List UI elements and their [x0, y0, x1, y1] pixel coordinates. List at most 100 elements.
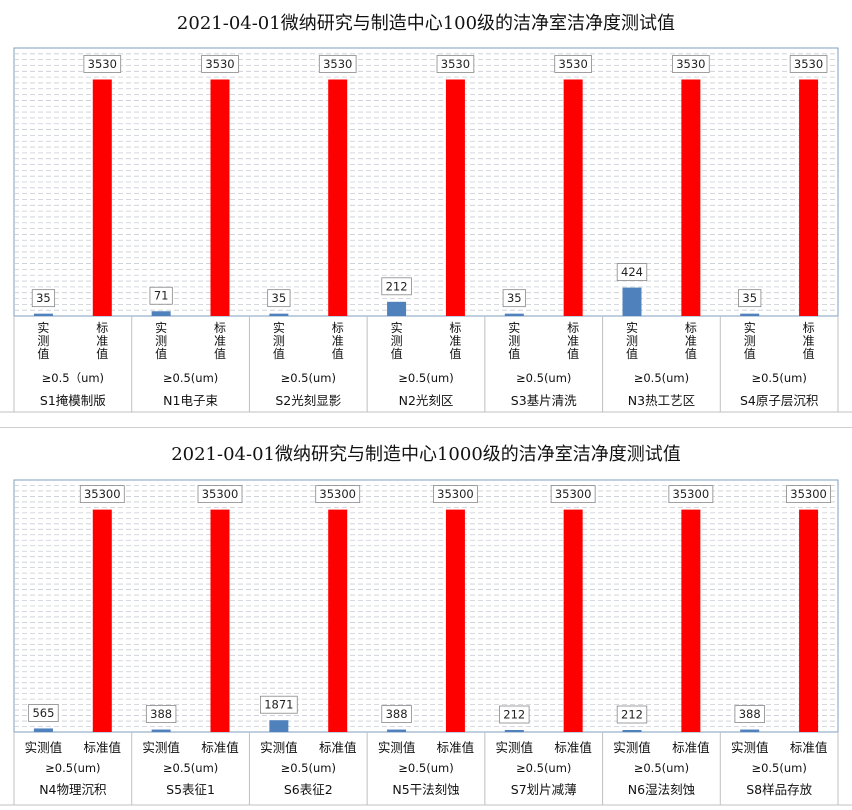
category-label: S6表征2 [284, 782, 333, 797]
data-label-box [197, 485, 243, 504]
data-label: 35 [272, 291, 287, 305]
series-label-char: 标 [214, 321, 226, 335]
series-label: 实测值 [496, 740, 534, 755]
bar-measured [151, 311, 171, 316]
bar-measured [269, 313, 289, 316]
bar-measured [504, 313, 524, 316]
bar-standard [445, 79, 465, 317]
bar-measured [387, 301, 407, 316]
series-label: 实测值 [142, 740, 180, 755]
data-label-box [149, 286, 173, 305]
category-label: S3基片清洗 [511, 393, 577, 408]
data-label-box [201, 55, 239, 73]
data-label-box [28, 704, 59, 722]
series-label-char: 实 [273, 320, 285, 335]
data-label: 424 [621, 265, 643, 279]
data-label-box [381, 705, 412, 723]
data-label: 35300 [202, 487, 239, 501]
data-label-box [499, 705, 530, 724]
category-label: N6湿法刻蚀 [628, 782, 695, 797]
bar-measured [740, 729, 760, 732]
series-label-char: 值 [155, 346, 167, 361]
chart-title-1000: 2021-04-01微纳研究与制造中心1000级的洁净室洁净度测试值 [171, 444, 681, 465]
data-label-box [616, 705, 648, 724]
series-label: 实测值 [378, 740, 416, 755]
series-label: 实测值 [260, 740, 298, 755]
category-label: S4原子层沉积 [740, 393, 818, 408]
data-label-box [381, 277, 412, 296]
data-label: 71 [154, 289, 169, 303]
series-label-char: 准 [332, 334, 344, 348]
series-label-char: 值 [273, 346, 285, 361]
series-label: 实测值 [613, 740, 651, 755]
size-label: ≥0.5(um) [163, 761, 218, 775]
series-label-char: 测 [391, 334, 403, 348]
category-label: N5干法刻蚀 [392, 782, 459, 797]
bar-standard [92, 509, 112, 732]
size-label: ≥0.5(um) [398, 761, 453, 775]
series-label-char: 标 [332, 321, 344, 335]
chart-1000-svg: 565 实测值 35300 标准值 ≥0.5(um) N4物理沉积 388 实测值 35300 标… [0, 479, 852, 806]
data-label-box [616, 263, 648, 281]
data-label-box [786, 485, 831, 504]
series-label: 标准值 [437, 740, 475, 755]
data-label: 1871 [264, 698, 293, 712]
bar-measured [504, 730, 524, 732]
data-label: 212 [621, 708, 643, 722]
data-label: 3530 [559, 57, 588, 71]
data-label-box [31, 289, 56, 308]
series-label: 标准值 [201, 740, 239, 755]
data-label-box [79, 485, 125, 504]
series-label-char: 值 [567, 346, 579, 361]
data-label: 388 [739, 707, 761, 721]
size-label: ≥0.5(um) [751, 371, 806, 385]
series-label: 标准值 [319, 740, 357, 755]
size-label: ≥0.5(um) [634, 371, 689, 385]
data-label-box [315, 485, 361, 504]
bar-measured [33, 313, 53, 316]
series-label-char: 准 [803, 334, 815, 348]
bar-standard [210, 79, 230, 317]
series-label-char: 标 [567, 321, 579, 335]
chart-100: 35 实测值 3530 标准值 ≥0.5（um) S1掩模制版 71 实测值 3530 标准值 ≥0… [0, 47, 852, 413]
data-label: 212 [503, 708, 525, 722]
series-label: 标准值 [790, 740, 828, 755]
size-label: ≥0.5(um) [751, 761, 806, 775]
data-label: 35 [36, 291, 51, 305]
bar-standard [92, 79, 112, 317]
category-label: S1掩模制版 [40, 393, 106, 408]
data-label: 35300 [673, 487, 710, 501]
series-label-char: 实 [37, 320, 49, 335]
size-label: ≥0.5(um) [45, 761, 100, 775]
size-label: ≥0.5（um) [42, 371, 104, 385]
series-label-char: 值 [391, 346, 403, 361]
series-label-char: 准 [685, 334, 697, 348]
series-label-char: 实 [508, 320, 520, 335]
bar-standard [563, 79, 583, 317]
data-label: 35300 [555, 487, 592, 501]
bar-measured [269, 720, 289, 732]
series-label-char: 值 [37, 346, 49, 361]
data-label: 3530 [441, 57, 470, 71]
data-label: 35 [507, 291, 522, 305]
bar-standard [210, 509, 230, 732]
section-divider [0, 427, 852, 428]
data-label: 35 [742, 291, 757, 305]
data-label-box [668, 485, 714, 504]
category-label: S8样品存放 [746, 782, 812, 797]
data-label-box [260, 695, 298, 714]
data-label: 565 [32, 706, 54, 720]
series-label-char: 值 [508, 346, 520, 361]
bar-standard [445, 509, 465, 732]
category-label: S7划片减薄 [511, 782, 577, 797]
bar-standard [328, 79, 348, 317]
bar-standard [563, 509, 583, 732]
size-label: ≥0.5(um) [516, 761, 571, 775]
series-label-char: 值 [96, 346, 108, 361]
size-label: ≥0.5(um) [163, 371, 218, 385]
series-label-char: 标 [449, 321, 461, 335]
data-label: 3530 [88, 57, 117, 71]
category-label: N3热工艺区 [628, 393, 695, 408]
series-label-char: 实 [626, 320, 638, 335]
size-label: ≥0.5(um) [634, 761, 689, 775]
